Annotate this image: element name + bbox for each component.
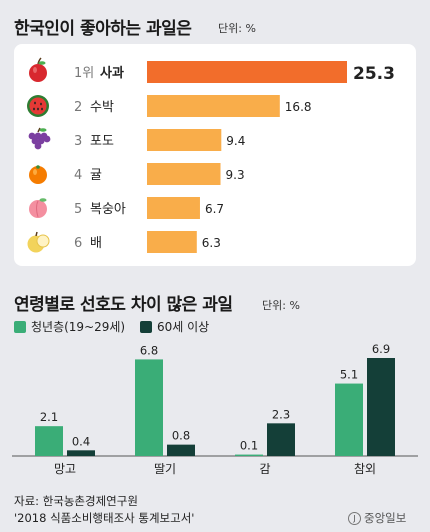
- fruit-bar: [147, 197, 200, 219]
- fruit-rank: 5: [74, 202, 82, 217]
- legend-young-swatch: [14, 320, 26, 333]
- bar-value-label: 2.3: [272, 407, 290, 421]
- category-label: 딸기: [154, 462, 176, 476]
- fruit-row: 1위 사과 25.3: [29, 57, 395, 84]
- bar-value-label: 5.1: [340, 368, 358, 382]
- fruit-name: 귤: [90, 168, 102, 183]
- category-label: 감: [259, 462, 270, 476]
- chart1-card: 1위 사과 25.3 2 수박 16.8 3 포도 9.4 4 귤 9.3 5 복숭아 6.7 6 배 6.3: [14, 44, 416, 266]
- chart1-unit-label: 단위: %: [218, 22, 256, 35]
- category-label: 망고: [54, 462, 76, 476]
- bar-value-label: 6.8: [140, 343, 158, 357]
- old-bar: [67, 450, 95, 456]
- fruit-name: 배: [90, 236, 102, 251]
- logo-mark-icon: J: [348, 511, 361, 525]
- age-preference-chart: 2.1 0.4 망고 6.8 0.8 딸기 0.1 2.3 감 5.1 6.9 참외: [12, 342, 418, 476]
- fruit-name: 포도: [90, 134, 114, 149]
- logo-text: 중앙일보: [364, 511, 407, 525]
- fruit-bar: [147, 231, 197, 253]
- old-bar: [267, 423, 295, 456]
- fruit-bar: [147, 61, 347, 83]
- tangerine-icon: [29, 165, 47, 184]
- legend-old: 60세 이상: [140, 318, 209, 335]
- bar-value-label: 0.8: [172, 429, 190, 443]
- fruit-bar: [147, 129, 222, 151]
- fruit-rank: 1위: [74, 66, 94, 81]
- source-line-2: '2018 식품소비행태조사 통계보고서': [14, 511, 195, 525]
- legend-old-swatch: [140, 320, 152, 333]
- grape-icon: [28, 127, 51, 150]
- young-bar: [235, 454, 263, 456]
- bar-value-label: 6.9: [372, 342, 390, 356]
- pear-icon: [27, 231, 50, 253]
- fruit-rank: 3: [74, 134, 82, 149]
- fruit-value-label: 9.4: [226, 134, 245, 148]
- chart1-title: 한국인이 좋아하는 과일은: [14, 19, 192, 39]
- fruit-row: 6 배 6.3: [27, 231, 221, 253]
- fruit-rank: 4: [74, 168, 82, 183]
- favorite-fruit-chart: 1위 사과 25.3 2 수박 16.8 3 포도 9.4 4 귤 9.3 5 복숭아 6.7 6 배 6.3: [27, 57, 395, 253]
- old-bar: [167, 444, 195, 456]
- legend-young-label: 청년층(19~29세): [31, 320, 126, 334]
- young-bar: [335, 383, 363, 456]
- watermelon-icon: [27, 95, 49, 117]
- bar-value-label: 0.4: [72, 434, 90, 448]
- legend-young: 청년층(19~29세): [14, 318, 125, 335]
- legend-old-label: 60세 이상: [157, 320, 210, 334]
- old-bar: [367, 358, 395, 456]
- fruit-rank: 2: [74, 100, 82, 115]
- source-line-1: 자료: 한국농촌경제연구원: [14, 494, 138, 508]
- fruit-rank: 6: [74, 236, 82, 251]
- chart2-title: 연령별로 선호도 차이 많은 과일: [14, 295, 233, 315]
- fruit-name: 복숭아: [90, 202, 126, 217]
- peach-icon: [29, 198, 47, 218]
- fruit-row: 2 수박 16.8: [27, 95, 312, 117]
- fruit-name: 수박: [90, 100, 114, 115]
- fruit-row: 5 복숭아 6.7: [29, 197, 224, 219]
- fruit-value-label: 25.3: [353, 64, 395, 84]
- category-label: 참외: [354, 462, 376, 476]
- chart2-unit-label: 단위: %: [262, 299, 300, 312]
- fruit-value-label: 16.8: [285, 100, 312, 114]
- bar-value-label: 0.1: [240, 439, 258, 453]
- fruit-bar: [147, 95, 280, 117]
- fruit-bar: [147, 163, 221, 185]
- fruit-row: 4 귤 9.3: [29, 163, 245, 185]
- fruit-value-label: 6.7: [205, 202, 224, 216]
- publisher-logo: J 중앙일보: [348, 510, 406, 526]
- fruit-value-label: 9.3: [226, 168, 245, 182]
- fruit-row: 3 포도 9.4: [28, 127, 245, 151]
- fruit-value-label: 6.3: [202, 236, 221, 250]
- young-bar: [135, 359, 163, 456]
- bar-value-label: 2.1: [40, 410, 58, 424]
- young-bar: [35, 426, 63, 456]
- apple-icon: [29, 57, 47, 82]
- fruit-name: 사과: [100, 65, 124, 81]
